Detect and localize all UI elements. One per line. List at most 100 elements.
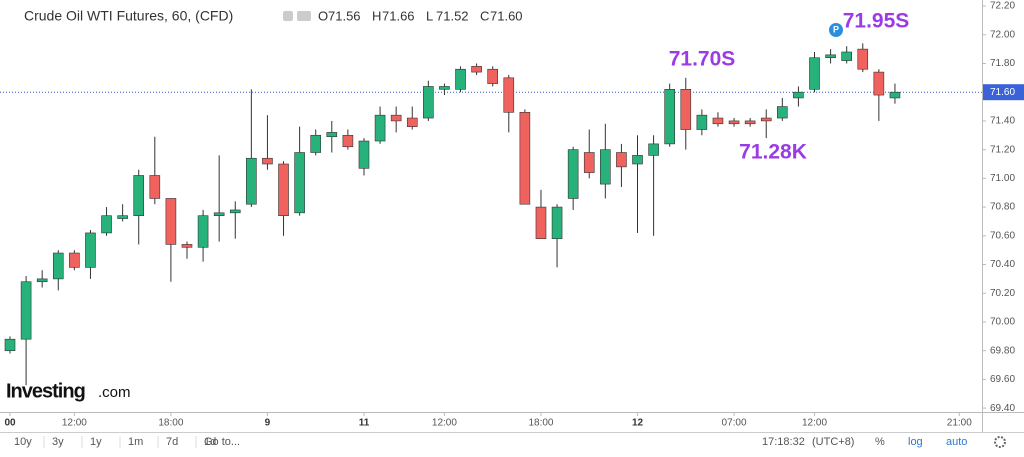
y-tick-label: 70.60 [990, 230, 1015, 241]
range-button[interactable]: 1y [90, 436, 102, 448]
candle-body [262, 157, 273, 165]
candle-body [20, 281, 32, 340]
range-button[interactable]: 3y [52, 436, 64, 448]
candle-body [213, 212, 225, 216]
candle-body [889, 91, 901, 99]
quote-value: 71.52 [436, 8, 469, 23]
y-tick-label: 70.40 [990, 259, 1015, 270]
chart-title: Crude Oil WTI Futures, 60, (CFD) [24, 8, 233, 24]
timezone: (UTC+8) [812, 436, 854, 448]
annotation: 71.70S [669, 48, 736, 71]
time: 17:18:32 [762, 436, 805, 448]
candle-body [777, 106, 788, 119]
icon[interactable] [283, 11, 293, 21]
candle-body [117, 215, 128, 219]
candle-body [197, 215, 209, 248]
candle-body [841, 51, 852, 61]
x-tick-label: 9 [265, 418, 271, 429]
candle-body [728, 120, 740, 125]
x-tick-label: 18:00 [528, 418, 553, 429]
current-price-box [983, 84, 1024, 101]
candle-body [358, 140, 370, 169]
candle-body [487, 68, 499, 84]
candle-body [519, 111, 531, 205]
x-tick-label: 18:00 [158, 418, 183, 429]
candle-body [664, 89, 675, 145]
x-tick-label: 12:00 [802, 418, 827, 429]
candle-body [149, 175, 161, 199]
toolbar-option[interactable]: log [908, 436, 923, 448]
y-tick-label: 72.20 [990, 1, 1015, 12]
candle-body [583, 152, 595, 173]
logo-brand: Investing [6, 380, 85, 402]
logo-suffix: .com [98, 384, 131, 401]
y-tick-label: 71.00 [990, 173, 1015, 184]
range-button[interactable]: Go to... [204, 436, 240, 448]
range-button[interactable]: 7d [166, 436, 178, 448]
candle-body [310, 134, 322, 153]
y-tick-label: 71.20 [990, 144, 1015, 155]
candle-body [793, 91, 804, 99]
candle-body [600, 149, 611, 185]
quote-value: 71.66 [382, 8, 415, 23]
badge: P [833, 24, 839, 34]
x-tick-label: 00 [4, 418, 16, 429]
candle-body [455, 68, 466, 90]
y-tick-label: 70.20 [990, 288, 1015, 299]
toolbar-option[interactable]: auto [946, 436, 967, 448]
candle-body [825, 54, 836, 59]
x-tick-label: 07:00 [722, 418, 747, 429]
candle-body [712, 117, 724, 125]
candle-body [342, 134, 354, 148]
candle-body [696, 114, 708, 130]
candle-body [760, 117, 772, 122]
x-tick-label: 21:00 [947, 418, 972, 429]
y-tick-label: 69.40 [990, 403, 1015, 414]
x-tick-label: 12:00 [62, 418, 87, 429]
candle-body [229, 209, 241, 214]
candle-body [406, 117, 418, 127]
candle-body [616, 152, 627, 168]
y-tick-label: 71.80 [990, 58, 1015, 69]
range-button[interactable]: 1m [128, 436, 143, 448]
range-button[interactable]: 10y [14, 436, 32, 448]
candle-body [648, 143, 659, 156]
y-tick-label: 72.00 [990, 29, 1015, 40]
candle-body [503, 77, 515, 113]
candle-body [680, 89, 692, 130]
candle-body [294, 152, 305, 214]
x-tick-label: 11 [359, 418, 370, 429]
candle-body [278, 163, 289, 216]
range-button[interactable]: 1d [204, 436, 216, 448]
candle-body [744, 120, 756, 125]
candle-body [101, 215, 112, 234]
badge-circle [829, 23, 843, 37]
settings-icon[interactable] [994, 436, 1006, 448]
quote-key: L [426, 8, 433, 23]
candle-body [181, 244, 193, 248]
candle-body [326, 132, 338, 138]
candle-body [36, 278, 48, 283]
candle-body [4, 338, 16, 351]
candle-body [133, 175, 145, 216]
candle-body [439, 86, 450, 90]
candle-body [246, 157, 257, 205]
current-price-label: 71.60 [990, 87, 1015, 98]
candle-body [423, 86, 434, 119]
y-tick-label: 70.80 [990, 202, 1015, 213]
candle-body [857, 48, 869, 70]
quote-key: O [318, 8, 328, 23]
candle-body [535, 206, 547, 239]
icon[interactable] [297, 11, 311, 21]
quote-value: 71.56 [328, 8, 361, 23]
candle-body [809, 57, 820, 90]
toolbar-option[interactable]: % [875, 436, 885, 448]
candle-body [85, 232, 96, 268]
quote-key: C [480, 8, 489, 23]
candle-body [390, 114, 402, 122]
y-tick-label: 69.80 [990, 345, 1015, 356]
x-tick-label: 12:00 [432, 418, 457, 429]
